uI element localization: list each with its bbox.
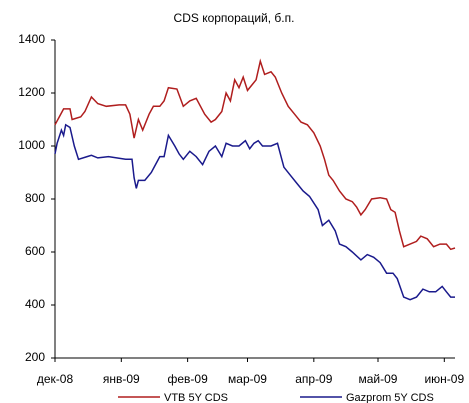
legend-label: VTB 5Y CDS — [164, 392, 228, 403]
x-tick-label: мар-09 — [228, 372, 267, 386]
x-tick-label: июн-09 — [424, 372, 464, 386]
y-tick-label: 800 — [25, 191, 45, 205]
y-tick-label: 1000 — [18, 138, 45, 152]
y-tick-label: 200 — [25, 350, 45, 364]
legend-label: Gazprom 5Y CDS — [346, 392, 434, 403]
y-tick-label: 600 — [25, 244, 45, 258]
x-tick-label: фев-09 — [167, 372, 208, 386]
x-tick-label: дек-08 — [37, 372, 74, 386]
y-tick-label: 1400 — [18, 32, 45, 46]
series-line — [54, 58, 456, 251]
x-tick-label: апр-09 — [295, 372, 333, 386]
y-tick-label: 1200 — [18, 85, 45, 99]
x-tick-label: янв-09 — [103, 372, 140, 386]
y-tick-label: 400 — [25, 297, 45, 311]
series-line — [54, 123, 455, 301]
chart-title: CDS корпораций, б.п. — [174, 11, 295, 25]
x-tick-label: май-09 — [359, 372, 398, 386]
